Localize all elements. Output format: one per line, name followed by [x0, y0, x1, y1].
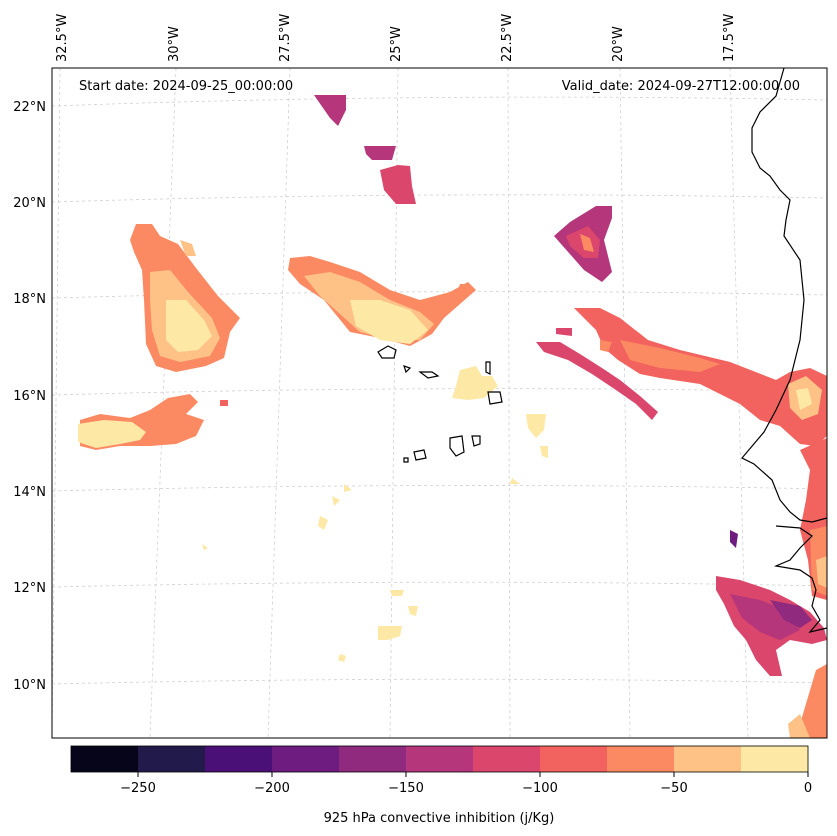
- lat-label-10n: 10°N: [13, 678, 46, 693]
- colorbar-tick-label: 0: [804, 781, 812, 796]
- lon-label-17-5w: 17.5°W: [722, 14, 737, 62]
- colorbar-swatch: [540, 746, 608, 772]
- lon-label-22-5w: 22.5°W: [500, 14, 515, 62]
- colorbar-swatch: [406, 746, 474, 772]
- colorbar-swatch: [205, 746, 273, 772]
- lon-label-30w: 30°W: [167, 26, 182, 62]
- colorbar-ticks: −250 −200 −150 −100 −50 0: [120, 772, 812, 796]
- colorbar-swatch: [71, 746, 139, 772]
- lon-label-32-5w: 32.5°W: [55, 14, 70, 62]
- lon-label-25w: 25°W: [389, 26, 404, 62]
- colorbar-tick-label: −150: [388, 781, 424, 796]
- colorbar-tick-label: −100: [522, 781, 558, 796]
- colorbar-outline: [70, 745, 809, 773]
- lon-label-27-5w: 27.5°W: [278, 14, 293, 62]
- colorbar-swatch: [741, 746, 809, 772]
- colorbar-swatch: [674, 746, 742, 772]
- map-frame: [51, 67, 828, 739]
- colorbar-tick-label: −250: [120, 781, 156, 796]
- cin-region-east: [574, 308, 827, 446]
- valid-date-label: Valid_date: 2024-09-27T12:00:00.00: [562, 79, 800, 94]
- colorbar-label: 925 hPa convective inhibition (j/Kg): [324, 811, 555, 826]
- coastline: [377, 67, 828, 633]
- colorbar-tick-label: −50: [660, 781, 687, 796]
- colorbar-swatches: [71, 746, 809, 772]
- longitude-labels: 32.5°W 30°W 27.5°W 25°W 22.5°W 20°W 17.5…: [55, 14, 737, 62]
- colorbar-swatch: [607, 746, 675, 772]
- lat-label-12n: 12°N: [13, 581, 46, 596]
- lat-label-20n: 20°N: [13, 196, 46, 211]
- lat-label-16n: 16°N: [13, 389, 46, 404]
- colorbar-swatch: [138, 746, 206, 772]
- colorbar: −250 −200 −150 −100 −50 0 925 hPa convective …: [70, 745, 812, 826]
- start-date-label: Start date: 2024-09-25_00:00:00: [79, 79, 293, 94]
- lat-label-22n: 22°N: [13, 100, 46, 115]
- colorbar-tick-label: −200: [254, 781, 290, 796]
- lat-label-18n: 18°N: [13, 292, 46, 307]
- colorbar-swatch: [272, 746, 340, 772]
- cin-contour-fills: [78, 95, 827, 738]
- lon-label-20w: 20°W: [611, 26, 626, 62]
- colorbar-swatch: [339, 746, 407, 772]
- latitude-gridlines: [51, 96, 828, 685]
- latitude-labels: 22°N 20°N 18°N 16°N 14°N 12°N 10°N: [13, 100, 46, 693]
- colorbar-swatch: [473, 746, 541, 772]
- lat-label-14n: 14°N: [13, 485, 46, 500]
